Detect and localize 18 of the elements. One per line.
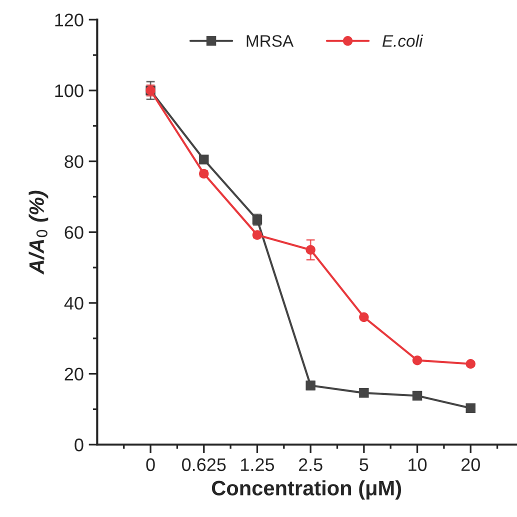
y-tick-label: 120	[55, 14, 84, 26]
x-tick-label: 0.625	[182, 458, 226, 472]
x-tick-label: 0	[146, 458, 155, 472]
y-tick-label: 20	[64, 368, 84, 381]
y-axis-title: A/A$_{0}$ (%)	[28, 190, 48, 275]
x-axis-title: Concentration (μM)	[212, 480, 402, 500]
y-tick-label: 0	[74, 438, 84, 452]
x-tick-label: 2.5	[298, 458, 322, 472]
legend-label: MRSA	[246, 35, 294, 47]
x-tick-label: 5	[360, 458, 368, 472]
y-tick-label: 80	[64, 155, 84, 168]
y-tick-label: 100	[55, 84, 84, 98]
x-tick-label: 1.25	[241, 458, 274, 472]
legend-label: E.coli	[382, 34, 424, 47]
x-tick-label: 10	[408, 458, 427, 472]
x-tick-label: 20	[461, 458, 480, 472]
y-tick-label: 40	[64, 296, 84, 310]
y-tick-label: 60	[64, 226, 84, 239]
